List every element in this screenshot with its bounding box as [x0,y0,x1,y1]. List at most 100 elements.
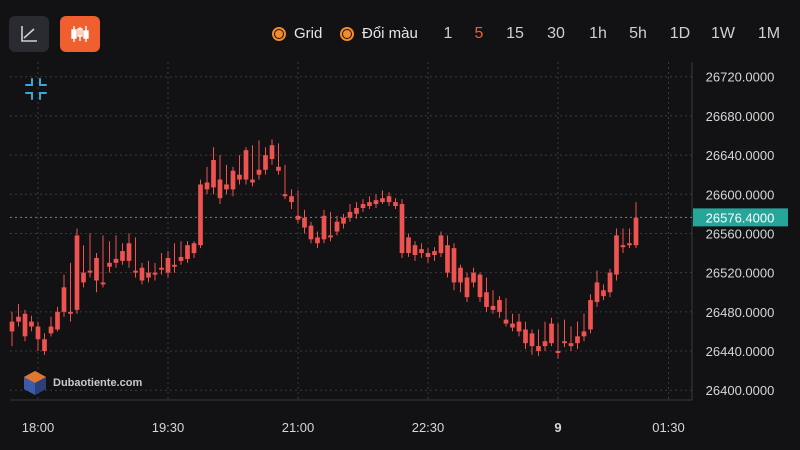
candle [126,233,132,268]
candle [549,317,554,347]
toolbar: Grid Đổi màu 1 5 15 30 1h 5h 1D 1W 1M [0,0,800,62]
collapse-button[interactable] [24,77,48,101]
candle [627,228,632,249]
line-chart-button[interactable] [9,16,49,52]
candle [419,243,424,258]
grid-lines [10,62,692,400]
candle [334,215,340,236]
axes [10,62,693,401]
candle-body [159,267,164,270]
candle [497,296,502,318]
timeframe-5[interactable]: 5 [474,25,484,42]
candle-body [347,211,353,218]
candle [289,189,294,209]
candle [81,245,86,288]
candle [529,329,535,355]
candle [425,248,431,263]
candle [432,247,437,261]
y-tick-label: 26560.0000 [706,226,775,241]
candle [315,231,320,249]
timeframe-1m[interactable]: 1M [757,25,781,42]
x-tick-label: 18:00 [22,420,55,435]
candle [42,333,47,355]
candle [211,147,216,195]
candle [107,241,112,273]
candle-body [16,316,21,322]
y-tick-label: 26520.0000 [706,266,775,281]
y-tick-label: 26440.0000 [706,344,775,359]
candle [484,277,489,312]
candle-body [477,274,483,298]
candle-body [81,272,86,283]
candle [341,213,346,229]
candle [139,262,145,285]
grid-toggle[interactable]: Grid [272,25,322,42]
candle-body [126,243,132,261]
candle-body [510,323,515,328]
y-tick-label: 26680.0000 [706,109,775,124]
candle [445,235,450,278]
x-tick-label: 01:30 [652,420,685,435]
candle-body [419,249,424,254]
collapse-icon [25,78,47,100]
candle [269,139,275,165]
y-tick-label: 26720.0000 [706,70,775,85]
candle-body [269,145,275,159]
candle-body [146,272,151,278]
candle-body [568,343,574,347]
candle [458,264,463,293]
candle [406,233,411,257]
candle-body [614,235,619,275]
candle [172,243,177,273]
y-tick-label: 26480.0000 [706,305,775,320]
candle-body [230,170,236,190]
candle-body [152,272,158,275]
candle [217,155,223,205]
candle [152,262,158,281]
candle-body [562,341,567,344]
candle-body [276,166,281,171]
timeframe-1[interactable]: 1 [443,25,453,42]
candle [133,237,138,278]
candle [68,262,73,322]
candle [490,290,496,314]
candle [614,228,619,281]
candle-body [399,204,405,254]
candle-body [61,287,67,312]
candle-body [55,311,60,330]
candle [633,202,639,249]
candle-body [250,179,255,183]
candle [594,270,600,307]
candle-body [74,235,80,310]
candle-body [503,319,509,324]
candle [555,323,561,359]
candle [120,243,125,265]
candle [29,315,34,332]
candle [516,313,522,337]
timeframe-30[interactable]: 30 [547,25,565,42]
timeframe-1d[interactable]: 1D [669,25,691,42]
timeframe-1w[interactable]: 1W [711,25,735,42]
candle [87,233,93,278]
candle [451,243,457,291]
candle-body [373,200,379,205]
candle-body [295,215,301,220]
candle [536,329,541,356]
candle-body [87,270,93,273]
candle-body [555,351,561,353]
candle-body [471,272,476,283]
timeframe-5h[interactable]: 5h [629,25,647,42]
candle-body [464,277,470,298]
candle-body [549,323,554,344]
timeframe-1h[interactable]: 1h [589,25,607,42]
current-price-marker: 26576.4000 [10,208,788,227]
candle-body [542,341,548,347]
color-toggle[interactable]: Đổi màu [340,25,418,42]
candle [224,164,229,195]
candlestick-chart-button[interactable] [60,16,100,52]
timeframe-15[interactable]: 15 [506,25,524,42]
candle-body [237,174,242,180]
candle-body [224,184,229,190]
candle-body [139,267,145,281]
